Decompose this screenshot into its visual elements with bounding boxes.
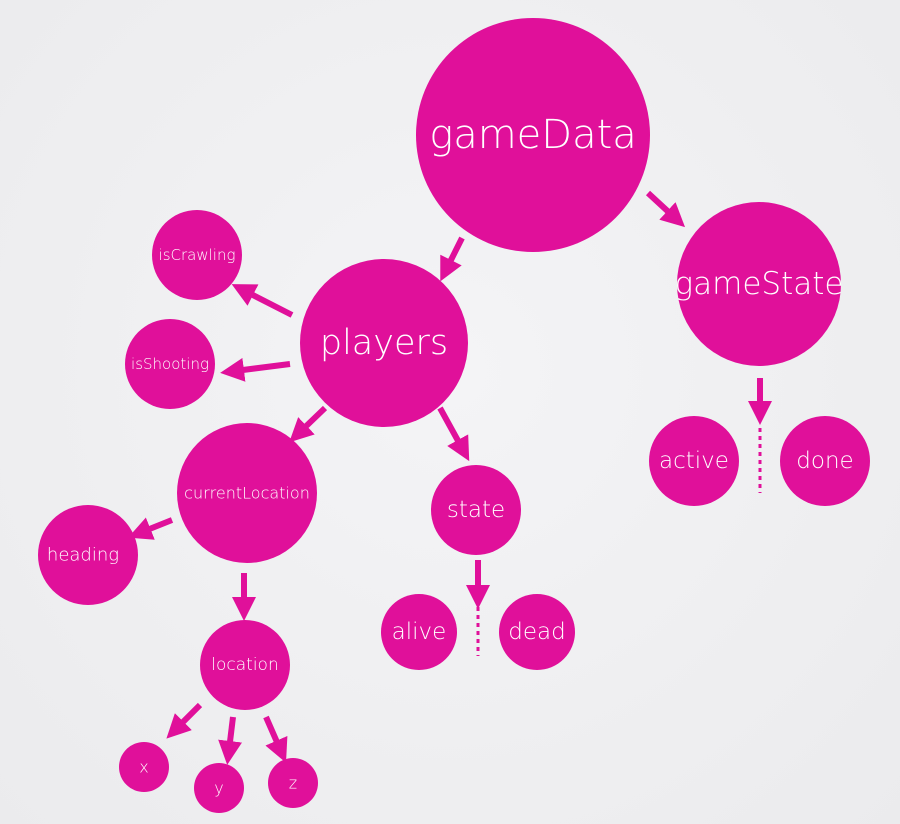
arrow: [263, 715, 288, 763]
node-heading: heading: [38, 505, 138, 605]
arrow: [437, 406, 470, 462]
node-x: x: [119, 742, 169, 792]
arrow: [218, 716, 242, 765]
node-label: z: [289, 774, 297, 793]
node-label: active: [659, 448, 729, 474]
node-currentLocation: currentLocation: [177, 423, 317, 563]
node-label: gameState: [675, 266, 844, 302]
node-label: y: [214, 779, 223, 798]
node-label: dead: [508, 619, 565, 645]
node-label: alive: [392, 619, 447, 645]
node-label: isCrawling: [159, 246, 236, 264]
node-label: gameData: [429, 112, 637, 158]
node-label: x: [139, 758, 148, 777]
node-active: active: [649, 416, 739, 506]
node-gameState: gameState: [675, 202, 844, 366]
node-dead: dead: [499, 594, 575, 670]
arrow: [220, 357, 291, 382]
node-z: z: [268, 758, 318, 808]
node-label: currentLocation: [184, 484, 310, 503]
node-isCrawling: isCrawling: [152, 210, 242, 300]
node-label: state: [447, 497, 505, 523]
node-state: state: [431, 465, 521, 555]
node-players: players: [300, 259, 468, 427]
node-label: heading: [47, 545, 119, 566]
node-isShooting: isShooting: [125, 319, 215, 409]
arrow: [166, 702, 203, 739]
node-location: location: [200, 620, 290, 710]
arrow: [440, 236, 465, 282]
node-label: players: [320, 323, 448, 363]
arrow: [289, 405, 328, 443]
node-alive: alive: [381, 594, 457, 670]
node-label: done: [796, 448, 853, 474]
node-gameData: gameData: [416, 18, 650, 252]
arrow: [645, 190, 686, 228]
node-y: y: [194, 763, 244, 813]
arrow: [128, 517, 174, 540]
node-label: isShooting: [131, 355, 209, 373]
node-done: done: [780, 416, 870, 506]
node-label: location: [211, 655, 278, 675]
arrow: [231, 284, 294, 318]
